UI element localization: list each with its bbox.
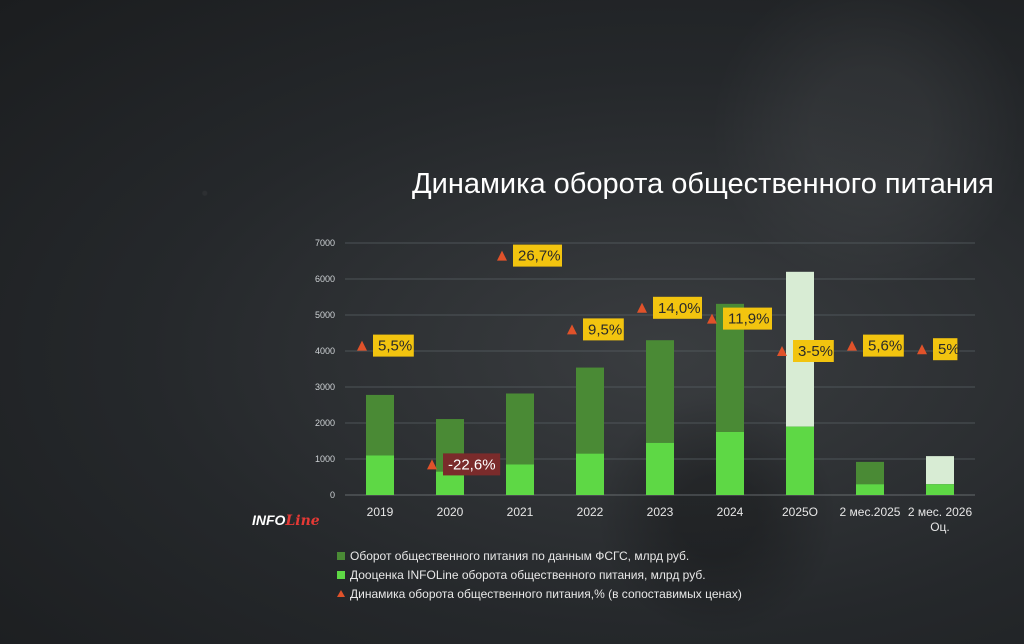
growth-marker [497, 250, 507, 261]
growth-label-bg [653, 296, 702, 319]
growth-label-bg [583, 318, 624, 341]
bar-segment-fsgs [926, 484, 954, 495]
growth-marker [847, 340, 857, 351]
legend-swatch-fsgs [337, 551, 345, 560]
growth-label: 11,9% [728, 311, 769, 328]
legend-item-infoline: Дооценка INFOLine оборота общественного … [337, 565, 742, 584]
growth-marker [917, 344, 927, 355]
growth-marker [427, 459, 437, 470]
y-tick-label: 6000 [315, 274, 335, 284]
legend-item-dynamics: Динамика оборота общественного питания,%… [337, 584, 742, 603]
bar-segment-infoline [366, 394, 394, 456]
growth-label-bg [373, 334, 414, 357]
y-tick-label: 7000 [315, 238, 335, 248]
growth-label: 5,6% [868, 338, 902, 355]
growth-label: 14,0% [658, 300, 701, 317]
x-tick-label: 2 мес. 2026 [908, 505, 973, 519]
growth-marker [777, 346, 787, 356]
x-tick-label: 2024 [717, 505, 744, 519]
x-tick-label: 2025О [782, 505, 818, 519]
legend-triangle-icon [337, 590, 345, 597]
x-tick-label: 2021 [507, 505, 534, 519]
growth-marker [637, 302, 647, 313]
y-tick-label: 2000 [315, 418, 335, 428]
legend-swatch-infoline [337, 570, 345, 579]
x-tick-label: 2020 [437, 505, 464, 519]
chart-title: Динамика оборота общественного питания [412, 168, 994, 200]
bar-segment-infoline [856, 461, 884, 485]
infoline-logo: INFOLine [252, 512, 320, 529]
x-tick-label: 2 мес.2025 [840, 505, 901, 519]
bar-segment-infoline [926, 456, 954, 485]
growth-marker [357, 340, 367, 351]
bar-segment-fsgs [856, 484, 884, 495]
bar-segment-fsgs [646, 442, 674, 495]
bar-segment-fsgs [786, 426, 814, 495]
y-tick-label: 3000 [315, 382, 335, 392]
y-tick-label: 0 [330, 490, 335, 500]
growth-label-bg [863, 334, 904, 357]
growth-marker [707, 313, 717, 324]
growth-label-bg [723, 307, 772, 330]
x-tick-label: Оц. [930, 520, 950, 534]
y-tick-label: 4000 [315, 346, 335, 356]
bar-segment-fsgs [576, 453, 604, 495]
bar-segment-infoline [506, 393, 534, 465]
legend-label-fsgs: Оборот общественного питания по данным Ф… [350, 548, 690, 563]
growth-label-bg [513, 244, 562, 267]
legend-item-fsgs: Оборот общественного питания по данным Ф… [337, 546, 742, 565]
legend-label-dynamics: Динамика оборота общественного питания,%… [350, 586, 742, 601]
growth-label: 5% [938, 341, 960, 358]
growth-label: 3-5% [798, 343, 833, 360]
growth-label: 9,5% [588, 321, 622, 338]
legend-label-infoline: Дооценка INFOLine оборота общественного … [350, 567, 706, 582]
legend: Оборот общественного питания по данным Ф… [337, 546, 742, 603]
growth-marker [567, 324, 577, 335]
growth-label-bg [793, 340, 834, 362]
bar-segment-fsgs [506, 464, 534, 495]
x-tick-label: 2022 [577, 505, 604, 519]
x-tick-label: 2023 [647, 505, 674, 519]
bar-segment-infoline [646, 340, 674, 443]
growth-label-bg [933, 338, 958, 361]
growth-label: 26,7% [518, 248, 561, 265]
bar-segment-infoline [576, 367, 604, 454]
y-tick-label: 5000 [315, 310, 335, 320]
growth-label: -22,6% [448, 456, 496, 473]
bar-segment-fsgs [366, 455, 394, 495]
bar-segment-fsgs [436, 471, 464, 495]
y-tick-label: 1000 [315, 454, 335, 464]
x-tick-label: 2019 [367, 505, 394, 519]
growth-label-bg [443, 453, 501, 476]
growth-label: 5,5% [378, 338, 412, 355]
bar-segment-fsgs [716, 432, 744, 495]
